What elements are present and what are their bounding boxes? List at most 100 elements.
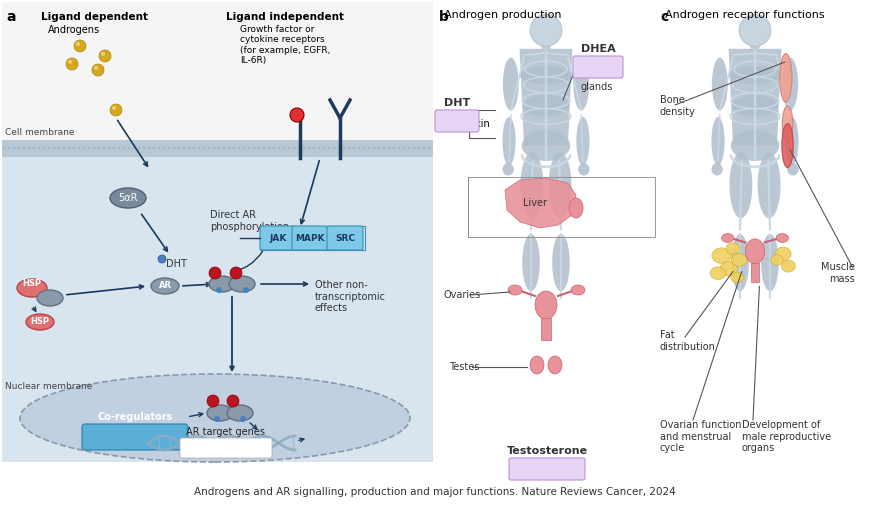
Text: HSP: HSP — [23, 279, 42, 289]
Ellipse shape — [227, 405, 253, 421]
FancyBboxPatch shape — [82, 424, 188, 450]
Circle shape — [76, 42, 80, 46]
Ellipse shape — [760, 234, 778, 291]
Text: Nuclear membrane: Nuclear membrane — [5, 382, 92, 391]
Circle shape — [292, 147, 295, 150]
Ellipse shape — [781, 124, 793, 167]
Circle shape — [212, 147, 216, 150]
Circle shape — [322, 147, 325, 150]
Circle shape — [739, 14, 770, 46]
Circle shape — [422, 147, 425, 150]
Circle shape — [252, 147, 255, 150]
Ellipse shape — [731, 253, 746, 266]
Circle shape — [392, 147, 395, 150]
Text: P: P — [210, 398, 216, 404]
Circle shape — [247, 147, 250, 150]
Bar — [2, 380, 433, 462]
Circle shape — [222, 147, 225, 150]
Circle shape — [377, 147, 380, 150]
Ellipse shape — [780, 260, 794, 272]
Ellipse shape — [209, 276, 235, 292]
Ellipse shape — [709, 267, 725, 279]
Circle shape — [83, 147, 85, 150]
Circle shape — [163, 147, 165, 150]
Circle shape — [28, 147, 30, 150]
Circle shape — [112, 106, 116, 110]
Circle shape — [529, 14, 561, 46]
Circle shape — [97, 147, 101, 150]
Bar — [2, 140, 433, 157]
Circle shape — [240, 416, 246, 422]
Text: b: b — [439, 10, 448, 24]
Ellipse shape — [781, 106, 792, 141]
Circle shape — [108, 147, 110, 150]
Circle shape — [227, 147, 230, 150]
Circle shape — [262, 147, 265, 150]
Polygon shape — [749, 42, 760, 49]
Ellipse shape — [745, 239, 764, 264]
Circle shape — [172, 147, 176, 150]
Polygon shape — [504, 178, 575, 228]
Circle shape — [337, 147, 340, 150]
Text: Androgen receptor functions: Androgen receptor functions — [664, 10, 824, 20]
Circle shape — [272, 147, 275, 150]
Text: AR: AR — [158, 281, 171, 291]
Circle shape — [43, 147, 45, 150]
Text: AR: AR — [235, 279, 249, 289]
Ellipse shape — [522, 95, 568, 117]
Circle shape — [362, 147, 365, 150]
Ellipse shape — [207, 405, 233, 421]
Circle shape — [207, 395, 219, 407]
Text: AR: AR — [213, 409, 226, 417]
Text: MAPK: MAPK — [295, 234, 324, 242]
Ellipse shape — [26, 314, 54, 330]
Text: Muscle
mass: Muscle mass — [820, 262, 854, 284]
FancyBboxPatch shape — [292, 226, 328, 250]
Circle shape — [412, 147, 415, 150]
Circle shape — [3, 147, 5, 150]
Bar — [468, 177, 654, 237]
Circle shape — [237, 147, 240, 150]
Text: HSP: HSP — [30, 318, 50, 326]
Text: Androgens and AR signalling, production and major functions. Nature Reviews Canc: Androgens and AR signalling, production … — [194, 487, 675, 497]
Ellipse shape — [521, 130, 569, 161]
Circle shape — [287, 147, 290, 150]
Circle shape — [282, 147, 285, 150]
Text: AR: AR — [233, 409, 246, 417]
Ellipse shape — [779, 53, 791, 102]
Ellipse shape — [507, 285, 521, 295]
Ellipse shape — [520, 152, 543, 218]
Text: Ligand dependent: Ligand dependent — [42, 12, 149, 22]
Bar — [260, 226, 365, 250]
Ellipse shape — [719, 262, 737, 276]
Ellipse shape — [757, 152, 779, 218]
Text: Skin: Skin — [468, 119, 489, 129]
Circle shape — [217, 147, 220, 150]
Text: Ovaries: Ovaries — [443, 290, 481, 300]
Ellipse shape — [20, 374, 409, 462]
Ellipse shape — [535, 19, 555, 42]
Circle shape — [68, 147, 70, 150]
Circle shape — [128, 147, 130, 150]
Ellipse shape — [774, 247, 790, 261]
Ellipse shape — [502, 117, 515, 165]
Bar — [541, 318, 550, 340]
Circle shape — [157, 147, 160, 150]
Ellipse shape — [711, 163, 722, 176]
Circle shape — [302, 147, 305, 150]
Text: 5αR: 5αR — [118, 193, 137, 203]
Ellipse shape — [575, 117, 589, 165]
Ellipse shape — [109, 188, 146, 208]
Circle shape — [66, 58, 78, 70]
Circle shape — [17, 147, 21, 150]
Circle shape — [92, 147, 96, 150]
Text: Ligand independent: Ligand independent — [226, 12, 343, 22]
Circle shape — [137, 147, 140, 150]
Text: Androgen production: Androgen production — [443, 10, 561, 20]
Circle shape — [216, 287, 222, 293]
Polygon shape — [727, 49, 780, 146]
Polygon shape — [541, 42, 551, 49]
Ellipse shape — [725, 243, 740, 254]
Ellipse shape — [745, 19, 764, 42]
Circle shape — [52, 147, 56, 150]
